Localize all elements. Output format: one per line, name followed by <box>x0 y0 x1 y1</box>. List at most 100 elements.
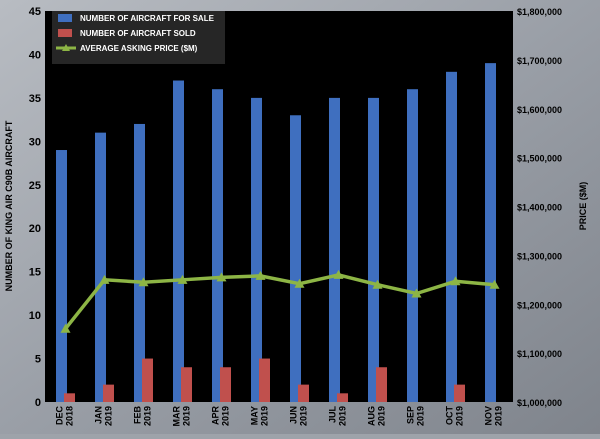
y-tick-label: 30 <box>29 136 41 148</box>
x-tick-label: MAR 2019 <box>172 406 192 427</box>
x-tick-year: 2019 <box>377 406 387 426</box>
bar-sold-0 <box>64 393 75 402</box>
x-tick-month: FEB <box>133 405 143 424</box>
x-tick-month: APR <box>211 406 221 426</box>
price-marker-11 <box>489 279 500 289</box>
legend-swatch <box>58 14 72 22</box>
x-tick-month: DEC <box>55 406 65 426</box>
price-marker-6 <box>294 278 305 288</box>
legend: NUMBER OF AIRCRAFT FOR SALE NUMBER OF AIR… <box>52 11 225 64</box>
bar-sold-10 <box>454 384 465 402</box>
y2-tick-label: $1,300,000 <box>517 251 562 261</box>
x-tick-year: 2019 <box>494 406 504 426</box>
y-tick-label: 10 <box>29 310 41 322</box>
x-tick-month: AUG <box>367 406 377 426</box>
x-tick-year: 2019 <box>260 406 270 426</box>
y-tick-label: 15 <box>29 267 41 279</box>
x-tick-year: 2019 <box>104 406 114 426</box>
x-tick-year: 2019 <box>338 406 348 426</box>
price-line <box>64 273 495 330</box>
y2-tick-label: $1,600,000 <box>517 105 562 115</box>
legend-swatch <box>58 29 72 37</box>
y-axis-label: NUMBER OF KING AIR C90B AIRCRAFT <box>4 120 14 291</box>
bar-for-sale-6 <box>290 115 301 403</box>
y-tick-label: 20 <box>29 223 41 235</box>
price-marker-3 <box>177 274 188 284</box>
x-tick-label: SEP 2019 <box>406 406 426 426</box>
x-tick-year: 2019 <box>182 406 192 426</box>
x-tick-month: MAY <box>250 406 260 425</box>
bar-for-sale-11 <box>485 63 496 403</box>
bar-sold-8 <box>376 367 387 402</box>
plot-area <box>45 11 513 402</box>
x-tick-month: NOV <box>484 406 494 426</box>
x-tick-label: AUG 2019 <box>367 406 387 426</box>
price-marker-5 <box>255 270 266 280</box>
price-marker-2 <box>138 277 149 287</box>
x-tick-label: NOV 2019 <box>484 406 504 426</box>
bar-for-sale-10 <box>446 71 457 403</box>
bar-for-sale-9 <box>407 89 418 402</box>
x-tick-label: OCT 2019 <box>445 406 465 427</box>
bar-for-sale-5 <box>251 97 262 402</box>
y-tick-label: 5 <box>35 354 41 366</box>
x-tick-year: 2019 <box>143 406 153 426</box>
bar-for-sale-0 <box>56 150 67 402</box>
legend-marker <box>62 44 70 51</box>
x-tick-label: JAN 2019 <box>94 406 114 426</box>
bar-for-sale-1 <box>95 132 106 402</box>
x-tick-year: 2018 <box>65 406 75 426</box>
y2-tick-label: $1,700,000 <box>517 56 562 66</box>
price-marker-0 <box>60 323 71 333</box>
y2-tick-label: $1,400,000 <box>517 203 562 213</box>
y-tick-label: 25 <box>29 180 41 192</box>
x-tick-month: MAR <box>172 406 182 427</box>
legend-label: NUMBER OF AIRCRAFT SOLD <box>80 29 196 38</box>
price-marker-8 <box>372 279 383 289</box>
bar-sold-4 <box>220 367 231 402</box>
x-tick-year: 2019 <box>299 406 309 426</box>
y-tick-label: 0 <box>35 397 41 409</box>
x-tick-label: APR 2019 <box>211 406 231 427</box>
price-marker-10 <box>450 276 461 286</box>
y2-tick-label: $1,200,000 <box>517 300 562 310</box>
price-marker-1 <box>99 274 110 284</box>
y2-tick-label: $1,100,000 <box>517 349 562 359</box>
bar-for-sale-4 <box>212 89 223 402</box>
y2-tick-label: $1,000,000 <box>517 398 562 408</box>
x-tick-label: MAY 2019 <box>250 406 270 426</box>
x-tick-month: JAN <box>94 406 104 424</box>
x-tick-label: JUL 2019 <box>328 406 348 427</box>
bar-for-sale-2 <box>134 123 145 402</box>
price-marker-4 <box>216 272 227 282</box>
legend-label: NUMBER OF AIRCRAFT FOR SALE <box>80 14 215 23</box>
bar-sold-7 <box>337 393 348 402</box>
legend-background <box>52 11 225 64</box>
bar-sold-1 <box>103 384 114 402</box>
bar-for-sale-3 <box>173 80 184 402</box>
y-tick-label: 45 <box>29 6 41 18</box>
y2-axis-label: PRICE ($M) <box>578 182 588 231</box>
x-tick-month: JUL <box>328 406 338 424</box>
x-tick-label: JUN 2019 <box>289 406 309 426</box>
x-tick-label: FEB 2019 <box>133 405 153 426</box>
x-tick-label: DEC 2018 <box>55 406 75 427</box>
x-tick-year: 2019 <box>455 406 465 426</box>
price-marker-7 <box>333 269 344 279</box>
bar-sold-3 <box>181 367 192 402</box>
y-tick-label: 40 <box>29 49 41 61</box>
x-tick-month: JUN <box>289 406 299 424</box>
bar-for-sale-7 <box>329 97 340 402</box>
bar-for-sale-8 <box>368 97 379 402</box>
bar-sold-6 <box>298 384 309 402</box>
y2-tick-label: $1,500,000 <box>517 154 562 164</box>
x-tick-year: 2019 <box>221 406 231 426</box>
x-tick-month: SEP <box>406 406 416 424</box>
price-marker-9 <box>411 288 422 298</box>
y-tick-label: 35 <box>29 93 41 105</box>
legend-label: AVERAGE ASKING PRICE ($M) <box>80 44 198 53</box>
bar-sold-2 <box>142 358 153 402</box>
x-tick-month: OCT <box>445 406 455 426</box>
